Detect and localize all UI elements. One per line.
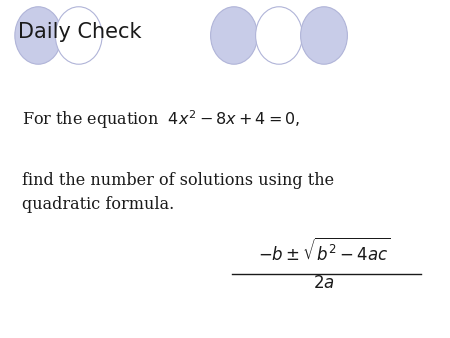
Ellipse shape <box>15 7 62 64</box>
Text: $-b\pm\sqrt{b^2-4ac}$: $-b\pm\sqrt{b^2-4ac}$ <box>258 238 390 265</box>
Text: find the number of solutions using the
quadratic formula.: find the number of solutions using the q… <box>22 172 335 213</box>
Text: For the equation  $4x^2-8x+4=0,$: For the equation $4x^2-8x+4=0,$ <box>22 108 301 131</box>
Ellipse shape <box>256 7 302 64</box>
Ellipse shape <box>301 7 347 64</box>
Ellipse shape <box>211 7 257 64</box>
Ellipse shape <box>55 7 102 64</box>
Text: $2a$: $2a$ <box>313 275 335 292</box>
Text: Daily Check: Daily Check <box>18 22 141 42</box>
